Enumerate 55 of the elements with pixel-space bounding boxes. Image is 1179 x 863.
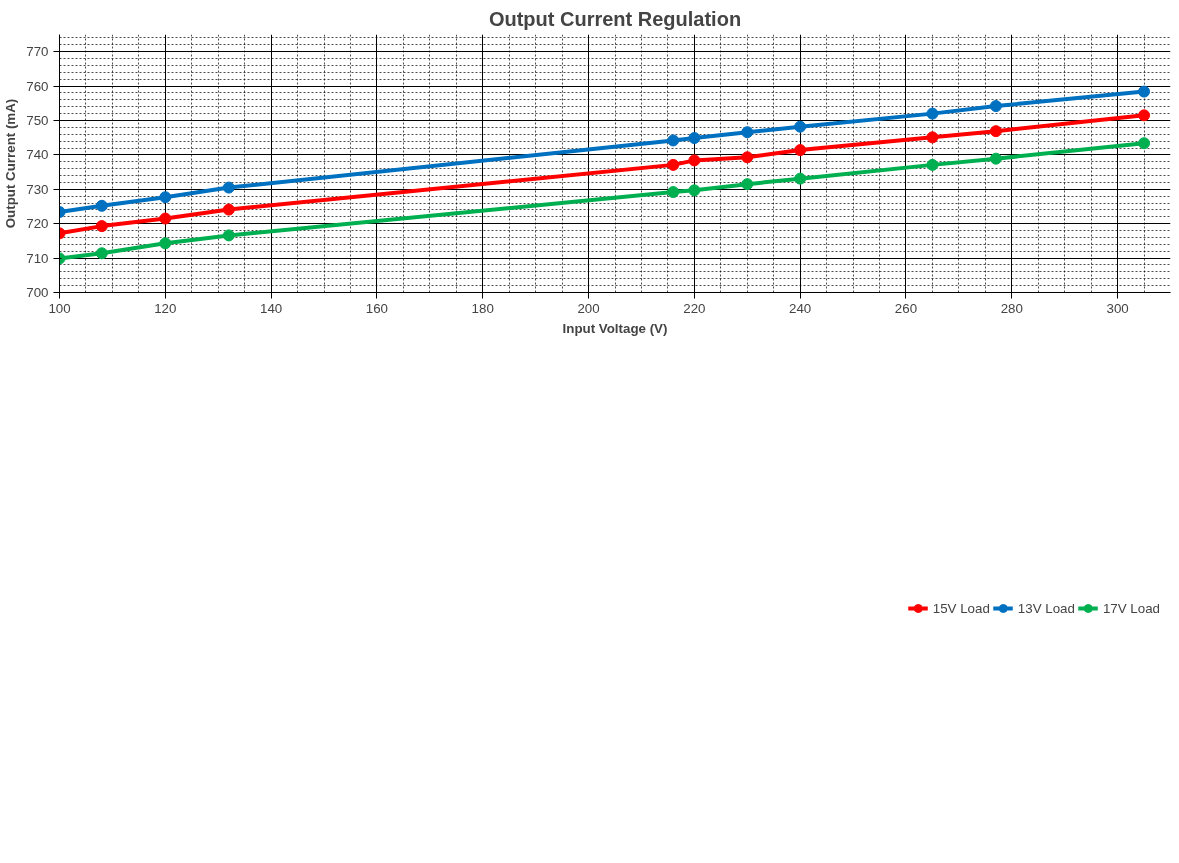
point [741, 178, 754, 191]
y-tick-label: 740 [26, 147, 49, 163]
x-tick-label: 240 [789, 300, 812, 316]
point [1138, 109, 1151, 122]
point [222, 229, 235, 242]
point [989, 100, 1002, 113]
point [95, 199, 108, 212]
point [794, 144, 807, 157]
legend-label: 17V Load [1102, 600, 1160, 616]
y-tick-label: 770 [26, 44, 49, 60]
point [741, 151, 754, 164]
point [667, 158, 680, 171]
x-tick-label: 220 [683, 300, 706, 316]
x-tick-label: 160 [365, 300, 389, 316]
y-axis-title: Output Current (mA) [3, 98, 19, 229]
point [95, 247, 108, 260]
x-tick-label: 140 [260, 300, 283, 316]
y-tick-label: 760 [26, 78, 49, 94]
point [159, 237, 172, 250]
x-axis-title: Input Voltage (V) [562, 320, 668, 336]
y-tick-label: 700 [26, 285, 49, 300]
x-tick-label: 200 [577, 300, 600, 316]
point [989, 125, 1002, 138]
y-tick-label: 710 [26, 250, 49, 266]
legend-label: 15V Load [932, 600, 990, 616]
y-tick-label: 730 [26, 181, 49, 197]
point [95, 220, 108, 233]
point [926, 131, 939, 144]
x-tick-label: 260 [894, 300, 918, 316]
point [222, 203, 235, 216]
point [667, 134, 680, 147]
point [794, 172, 807, 185]
x-tick-label: 300 [1106, 300, 1129, 316]
x-tick-label: 100 [48, 300, 71, 316]
point [1138, 85, 1151, 98]
y-tick-label: 720 [26, 216, 49, 232]
point [794, 120, 807, 133]
x-tick-label: 280 [1000, 300, 1023, 316]
x-tick-label: 180 [471, 300, 494, 316]
point [741, 126, 754, 139]
point [688, 154, 701, 167]
point [159, 212, 172, 225]
point [222, 181, 235, 194]
x-tick-label: 120 [154, 300, 177, 316]
legend-label: 13V Load [1017, 600, 1075, 616]
chart-title: Output Current Regulation [488, 7, 742, 30]
y-tick-label: 750 [26, 113, 49, 128]
point [1138, 137, 1151, 150]
point [926, 107, 939, 120]
point [159, 191, 172, 204]
point [667, 186, 680, 199]
point [926, 158, 939, 171]
point [688, 132, 701, 145]
point [989, 152, 1002, 165]
point [688, 184, 701, 197]
